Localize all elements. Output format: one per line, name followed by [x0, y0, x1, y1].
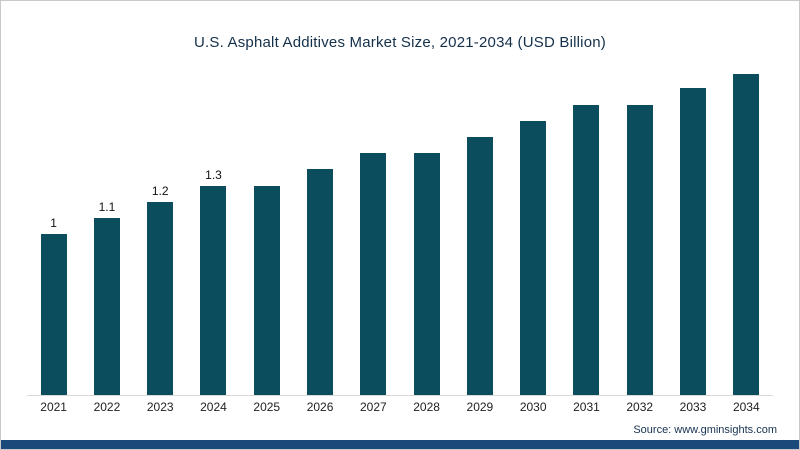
bar-value-label: 1.2: [151, 184, 169, 198]
bar-group: [240, 56, 293, 396]
bar-group: [347, 56, 400, 396]
bar: [93, 218, 120, 396]
x-tick-label: 2027: [359, 400, 387, 414]
bar: [200, 186, 227, 396]
bar-group: 1: [27, 56, 80, 396]
x-axis-line: [27, 395, 773, 396]
x-tick-label: 2030: [519, 400, 547, 414]
x-tick-label: 2028: [413, 400, 440, 414]
bar: [466, 137, 493, 396]
bar: [413, 153, 440, 396]
bar-group: [613, 56, 666, 396]
bar: [626, 105, 653, 396]
bar-group: 1.2: [134, 56, 187, 396]
x-tick-label: 2023: [146, 400, 174, 414]
bar-group: [293, 56, 346, 396]
x-tick-label: 2025: [253, 400, 281, 414]
bar-value-label: 1.3: [205, 168, 222, 182]
bar-value-label: 1: [50, 216, 57, 230]
bar-group: [666, 56, 719, 396]
source-text: Source: www.gminsights.com: [633, 424, 777, 436]
bar: [307, 169, 334, 396]
x-axis-labels: 2021 2022 2023 2024 2025 2026 2027 2028 2029 2030…: [27, 400, 773, 416]
footer-strip: [1, 440, 799, 449]
x-tick-label: 2026: [306, 400, 334, 414]
bar: [733, 73, 760, 396]
bar-value-label: 1.1: [98, 200, 116, 214]
bar: [40, 234, 67, 396]
bar-group: [507, 56, 560, 396]
bar: [253, 186, 280, 396]
x-tick-label: 2029: [466, 400, 494, 414]
bar-group: [400, 56, 453, 396]
bar-group: 1.3: [187, 56, 240, 396]
x-tick-label: 2024: [200, 400, 227, 414]
bar-group: [453, 56, 506, 396]
bar: [520, 121, 547, 396]
x-tick-label: 2022: [93, 400, 121, 414]
bar: [360, 153, 387, 396]
bar: [573, 105, 600, 396]
bar-group: 1.1: [80, 56, 133, 396]
bars-container: 1 1.1 1.2 1.3: [27, 56, 773, 396]
bar-group: [720, 56, 773, 396]
x-tick-label: 2034: [732, 400, 760, 414]
x-tick-label: 2033: [679, 400, 707, 414]
x-tick-label: 2032: [626, 400, 654, 414]
x-tick-label: 2031: [573, 400, 600, 414]
bar: [680, 88, 707, 396]
bar: [147, 202, 174, 396]
chart-title: U.S. Asphalt Additives Market Size, 2021…: [194, 34, 606, 51]
bar-group: [560, 56, 613, 396]
x-tick-label: 2021: [40, 400, 67, 414]
